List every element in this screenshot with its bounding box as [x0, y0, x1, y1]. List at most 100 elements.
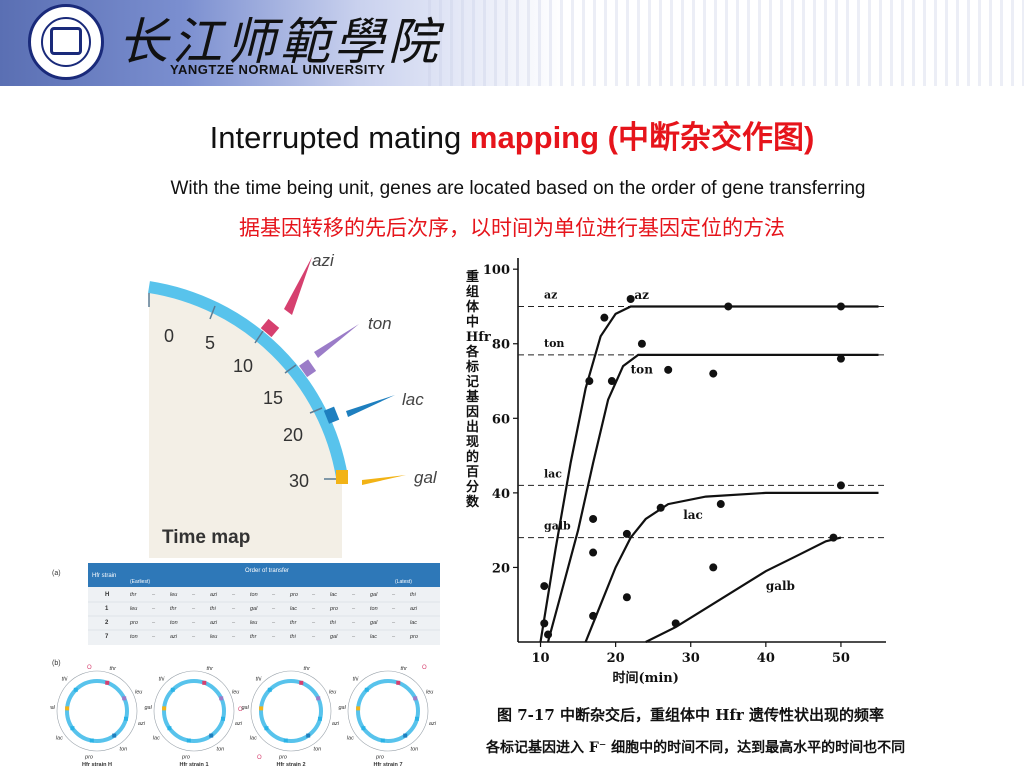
circle-gene-label: pro: [278, 754, 287, 760]
data-point-lac: [716, 500, 725, 509]
gene-cell: lac: [290, 606, 297, 612]
panel-a-label: (a): [52, 570, 61, 577]
data-point-ton: [589, 514, 598, 523]
title-highlight: mapping (中断杂交作图): [469, 120, 815, 155]
earliest-label: (Earliest): [130, 579, 150, 585]
strain-circles: thr leu azi ton pro lac gal thi O Hfr strain H thr…: [48, 665, 437, 768]
subtitle-cn: 据基因转移的先后次序，以时间为单位进行基因定位的方法: [239, 216, 785, 240]
circle-gene-label: lac: [347, 735, 354, 741]
y-tick-label: 60: [492, 412, 510, 427]
data-point-ton: [664, 365, 673, 374]
curve-label: az: [634, 288, 649, 302]
origin-marker: O: [238, 707, 243, 713]
svg-text:–: –: [152, 606, 156, 612]
plateau-label: ton: [544, 337, 564, 350]
svg-text:–: –: [392, 620, 396, 626]
gene-cell: pro: [129, 620, 138, 626]
strain-cell: H: [105, 592, 109, 598]
time-map-ticks: [148, 293, 338, 480]
plateau-label: galb: [544, 520, 571, 533]
gene-cell: thr: [290, 620, 298, 626]
x-tick-label: 10: [531, 651, 549, 666]
svg-text:–: –: [392, 634, 396, 640]
gene-cell: gal: [370, 620, 378, 626]
strain-cell: 1: [105, 606, 109, 612]
svg-text:–: –: [272, 634, 276, 640]
slide-title: Interrupted mating mapping (中断杂交作图): [0, 112, 1024, 157]
gene-cell: ton: [130, 634, 138, 640]
svg-text:–: –: [192, 592, 196, 598]
gene-cell: thi: [330, 620, 337, 626]
time-map-label: Time map: [162, 527, 250, 548]
university-seal-icon: [28, 4, 104, 80]
data-point-galb: [671, 619, 680, 628]
data-point-lac: [589, 548, 598, 557]
gene-cell: leu: [170, 592, 177, 598]
curve-az: [539, 305, 879, 643]
header-stripes: [420, 0, 1024, 86]
svg-text:–: –: [312, 592, 316, 598]
university-name-en: YANGTZE NORMAL UNIVERSITY: [170, 62, 386, 77]
circle-gene-label: leu: [232, 690, 239, 696]
circle-gene-label: thr: [207, 666, 215, 672]
gene-cell: azi: [210, 620, 218, 626]
circle-gene-label: gal: [242, 705, 250, 711]
gene-cell: gal: [250, 606, 258, 612]
circle-gene-label: azi: [138, 721, 146, 727]
transfer-frequency-graph: 20 40 60 80 100 10 20 30 40 50 时间(min) az ton lac gal…: [466, 250, 896, 695]
circle-gene-label: ton: [314, 747, 322, 753]
title-plain: Interrupted mating: [209, 120, 462, 155]
svg-text:–: –: [192, 634, 196, 640]
svg-text:–: –: [312, 620, 316, 626]
gene-cell: thi: [290, 634, 297, 640]
x-tick-label: 20: [607, 651, 625, 666]
col-strain-header: Hfr strain: [92, 573, 116, 579]
gene-cell: ton: [370, 606, 378, 612]
gene-label-gal: gal: [414, 468, 438, 487]
circle-gene-label: ton: [217, 747, 225, 753]
circle-gene-label: thi: [353, 676, 360, 682]
y-tick-label: 100: [483, 263, 510, 278]
data-point-galb: [589, 611, 598, 620]
curve-label: ton: [631, 363, 654, 377]
figure-caption-sub: 各标记基因进入 F⁻ 细胞中的时间不同，达到最高水平的时间也不同: [486, 740, 906, 756]
gene-cell: pro: [329, 606, 338, 612]
x-axis-label: 时间(min): [612, 670, 678, 686]
col-order-header: Order of transfer: [245, 568, 289, 574]
plateau-label: lac: [544, 467, 562, 480]
gene-label-ton: ton: [368, 314, 392, 333]
svg-text:–: –: [232, 634, 236, 640]
svg-text:–: –: [272, 606, 276, 612]
data-point-az: [600, 313, 609, 322]
data-point-lac: [656, 503, 665, 512]
figure-caption-title: 图 7-17 中断杂交后，重组体中 Hfr 遗传性状出现的频率: [497, 706, 884, 724]
svg-text:–: –: [152, 620, 156, 626]
strain-cell: 7: [105, 634, 109, 640]
gene-cell: leu: [250, 620, 257, 626]
strain-cell: 2: [105, 620, 109, 626]
tick-label: 5: [205, 333, 215, 353]
strain-circle-label: Hfr strain 1: [179, 762, 208, 768]
data-point-lac: [540, 582, 549, 591]
circle-gene-label: azi: [429, 721, 437, 727]
tick-label: 0: [164, 326, 174, 346]
data-point-az: [724, 302, 733, 311]
curve-label: galb: [766, 579, 795, 593]
y-tick-label: 40: [492, 487, 510, 502]
circle-gene-label: thi: [62, 676, 69, 682]
data-point-ton: [709, 369, 718, 378]
svg-text:–: –: [272, 592, 276, 598]
circle-gene-label: azi: [332, 721, 340, 727]
curve-ton: [546, 353, 879, 643]
time-map-figure: 0 5 10 15 20 30 azi ton lac gal Time map: [146, 245, 446, 563]
svg-text:–: –: [192, 606, 196, 612]
strain-circle-label: Hfr strain 2: [276, 762, 305, 768]
svg-text:–: –: [232, 606, 236, 612]
subtitle-en: With the time being unit, genes are loca…: [170, 178, 866, 199]
gene-cell: azi: [410, 606, 418, 612]
curve-lac: [584, 491, 879, 643]
origin-marker: O: [87, 665, 92, 671]
curve-galb: [645, 536, 842, 643]
gene-cell: leu: [210, 634, 217, 640]
svg-text:–: –: [272, 620, 276, 626]
